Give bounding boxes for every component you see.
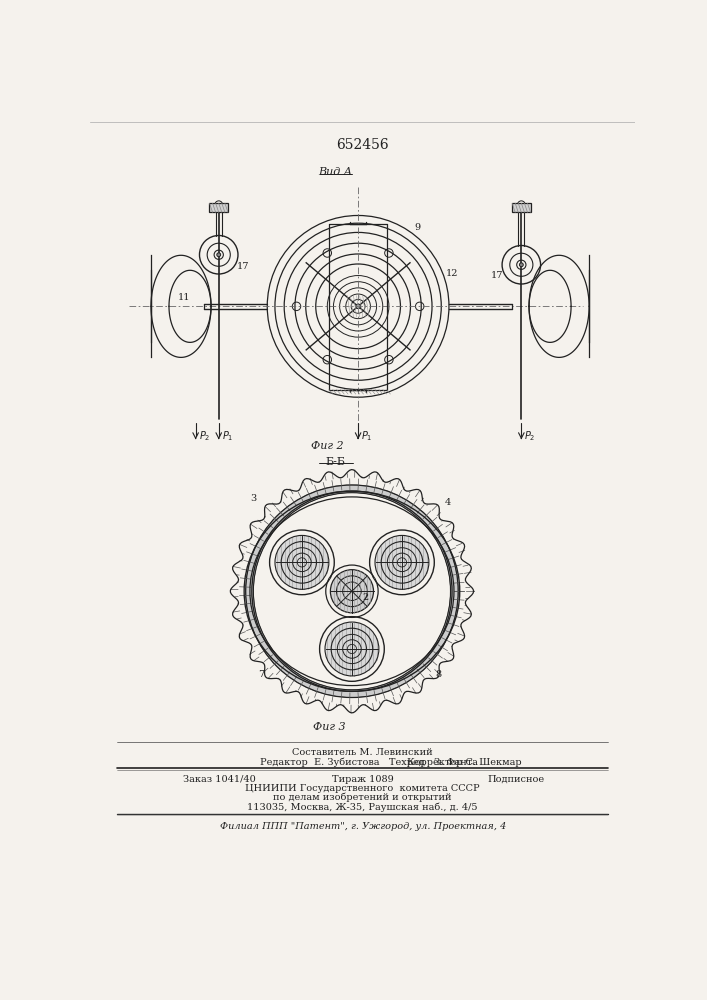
Text: 2: 2	[363, 593, 369, 602]
Text: Тираж 1089: Тираж 1089	[332, 775, 394, 784]
Text: 3: 3	[250, 494, 257, 503]
Text: Вид А: Вид А	[318, 167, 352, 177]
Circle shape	[375, 535, 429, 589]
Text: Фиг 3: Фиг 3	[312, 722, 345, 732]
Text: 7: 7	[258, 670, 264, 679]
Text: $P_1$: $P_1$	[222, 430, 233, 443]
Text: Заказ 1041/40: Заказ 1041/40	[182, 775, 255, 784]
Text: 12: 12	[446, 269, 458, 278]
Circle shape	[356, 304, 361, 309]
Text: 17: 17	[491, 271, 503, 280]
Text: Филиал ППП "Патент", г. Ужгород, ул. Проектная, 4: Филиал ППП "Патент", г. Ужгород, ул. Про…	[220, 822, 506, 831]
Text: Б-Б: Б-Б	[325, 457, 345, 467]
Text: 11: 11	[178, 293, 190, 302]
Circle shape	[275, 535, 329, 589]
Text: 8: 8	[435, 670, 441, 679]
FancyBboxPatch shape	[512, 203, 530, 212]
Text: 17: 17	[237, 262, 250, 271]
Text: по делам изобретений и открытий: по делам изобретений и открытий	[274, 793, 452, 802]
Text: $P_2$: $P_2$	[525, 430, 536, 443]
Text: 9: 9	[414, 223, 421, 232]
Circle shape	[520, 263, 523, 267]
Text: 113035, Москва, Ж-35, Раушская наб., д. 4/5: 113035, Москва, Ж-35, Раушская наб., д. …	[247, 802, 478, 812]
Text: Подписное: Подписное	[487, 775, 544, 784]
Text: ЦНИИПИ Государственного  комитета СССР: ЦНИИПИ Государственного комитета СССР	[245, 784, 480, 793]
FancyBboxPatch shape	[209, 203, 228, 212]
Circle shape	[330, 570, 373, 613]
Text: Фиг 2: Фиг 2	[311, 441, 344, 451]
Circle shape	[217, 253, 221, 257]
Text: Корректор С. Шекмар: Корректор С. Шекмар	[407, 758, 521, 767]
Text: 652456: 652456	[337, 138, 389, 152]
Circle shape	[325, 622, 379, 676]
Text: Составитель М. Левинский: Составитель М. Левинский	[293, 748, 433, 757]
Text: $P_2$: $P_2$	[199, 430, 210, 443]
Text: 4: 4	[445, 498, 451, 507]
Text: Редактор  Е. Зубистова   Техред   З. Фанта: Редактор Е. Зубистова Техред З. Фанта	[259, 757, 477, 767]
Text: $P_1$: $P_1$	[361, 430, 373, 443]
